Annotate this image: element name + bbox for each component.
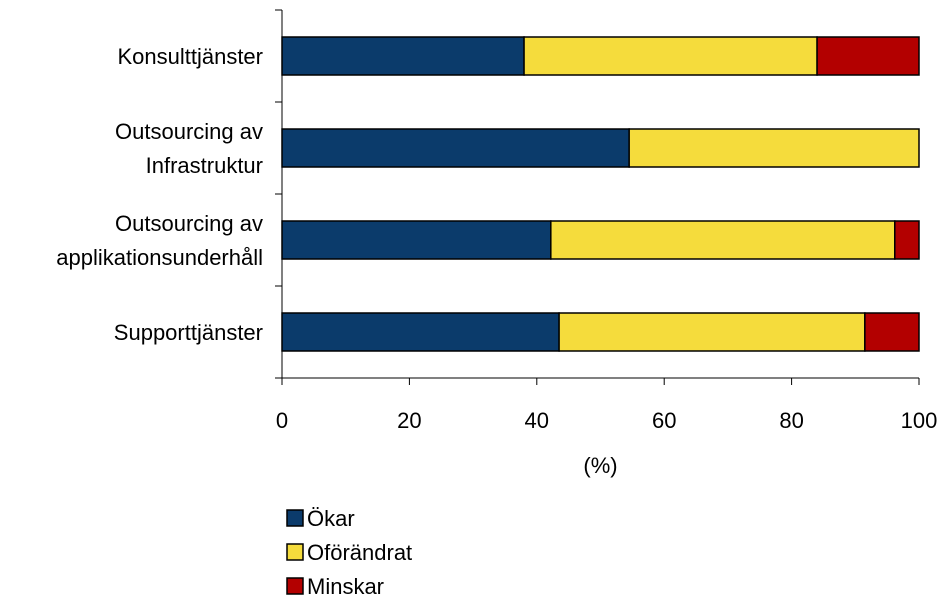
bar-segment-minskar xyxy=(864,312,920,352)
bar-segment--kar xyxy=(281,128,630,168)
x-tick-label: 20 xyxy=(397,408,421,433)
legend-swatch xyxy=(286,577,304,595)
x-axis-label: (%) xyxy=(583,453,617,478)
x-tick-label: 40 xyxy=(525,408,549,433)
bar-segment-of-r-ndrat xyxy=(628,128,920,168)
category-label: applikationsunderhåll xyxy=(56,245,263,270)
bar-segment-of-r-ndrat xyxy=(550,220,896,260)
bar-segment-of-r-ndrat xyxy=(558,312,866,352)
x-tick-label: 80 xyxy=(779,408,803,433)
x-tick-label: 0 xyxy=(276,408,288,433)
bars xyxy=(281,36,920,352)
bar-segment-minskar xyxy=(894,220,920,260)
category-label: Outsourcing av xyxy=(115,119,263,144)
legend-swatch xyxy=(286,509,304,527)
category-label: Konsulttjänster xyxy=(117,44,263,69)
bar-segment-of-r-ndrat xyxy=(523,36,818,76)
category-label: Supporttjänster xyxy=(114,320,263,345)
labels: 0 20 40 60 80 100 (%) Konsulttjänster Outsourcin… xyxy=(56,44,937,478)
category-label: Outsourcing av xyxy=(115,211,263,236)
legend-label: Minskar xyxy=(307,574,384,599)
bar-segment--kar xyxy=(281,220,552,260)
legend-swatch xyxy=(286,543,304,561)
bar-segment--kar xyxy=(281,312,560,352)
x-tick-label: 60 xyxy=(652,408,676,433)
bar-segment--kar xyxy=(281,36,525,76)
legend-label: Oförändrat xyxy=(307,540,412,565)
legend-label: Ökar xyxy=(307,506,355,531)
bar-segment-minskar xyxy=(816,36,920,76)
category-label: Infrastruktur xyxy=(146,153,263,178)
legend: Ökar Oförändrat Minskar xyxy=(286,506,412,599)
x-tick-label: 100 xyxy=(901,408,938,433)
